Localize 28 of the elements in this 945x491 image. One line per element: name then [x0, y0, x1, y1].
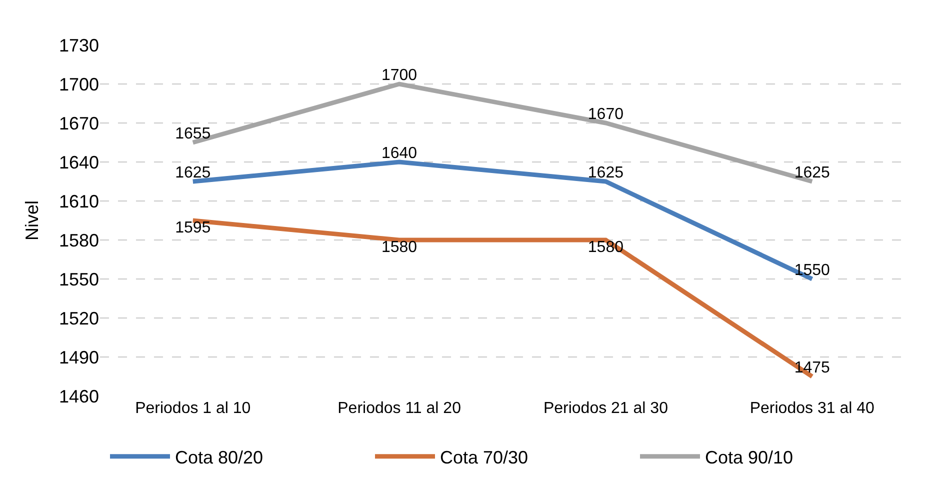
y-tick-label: 1640 — [58, 152, 99, 172]
data-label: 1580 — [381, 239, 418, 256]
data-label: 1625 — [175, 164, 211, 182]
data-label: 1625 — [588, 164, 624, 182]
legend-label: Cota 80/20 — [175, 447, 264, 468]
data-label: 1625 — [794, 164, 830, 182]
y-tick-label: 1730 — [58, 35, 99, 56]
data-label: 1670 — [588, 106, 624, 123]
y-tick-label: 1580 — [58, 230, 99, 250]
x-tick-label: Periodos 31 al 40 — [750, 400, 874, 417]
y-tick-label: 1670 — [58, 113, 99, 134]
y-tick-label: 1520 — [58, 308, 99, 328]
data-label: 1550 — [794, 262, 830, 279]
legend-label: Cota 70/30 — [440, 447, 528, 468]
x-tick-label: Periodos 21 al 30 — [543, 400, 668, 417]
y-tick-label: 1610 — [58, 191, 99, 212]
y-tick-label: 1490 — [58, 347, 99, 368]
x-tick-label: Periodos 11 al 20 — [338, 400, 462, 417]
legend-label: Cota 90/10 — [705, 447, 794, 468]
data-label: 1700 — [381, 67, 418, 84]
y-axis-title: Nivel — [22, 200, 42, 241]
y-tick-label: 1550 — [58, 269, 99, 290]
data-label: 1655 — [175, 126, 211, 142]
x-tick-label: Periodos 1 al 10 — [135, 400, 251, 417]
y-tick-label: 1460 — [58, 386, 99, 406]
data-label: 1595 — [175, 220, 211, 236]
y-tick-label: 1700 — [58, 74, 99, 94]
data-label: 1640 — [381, 145, 418, 162]
